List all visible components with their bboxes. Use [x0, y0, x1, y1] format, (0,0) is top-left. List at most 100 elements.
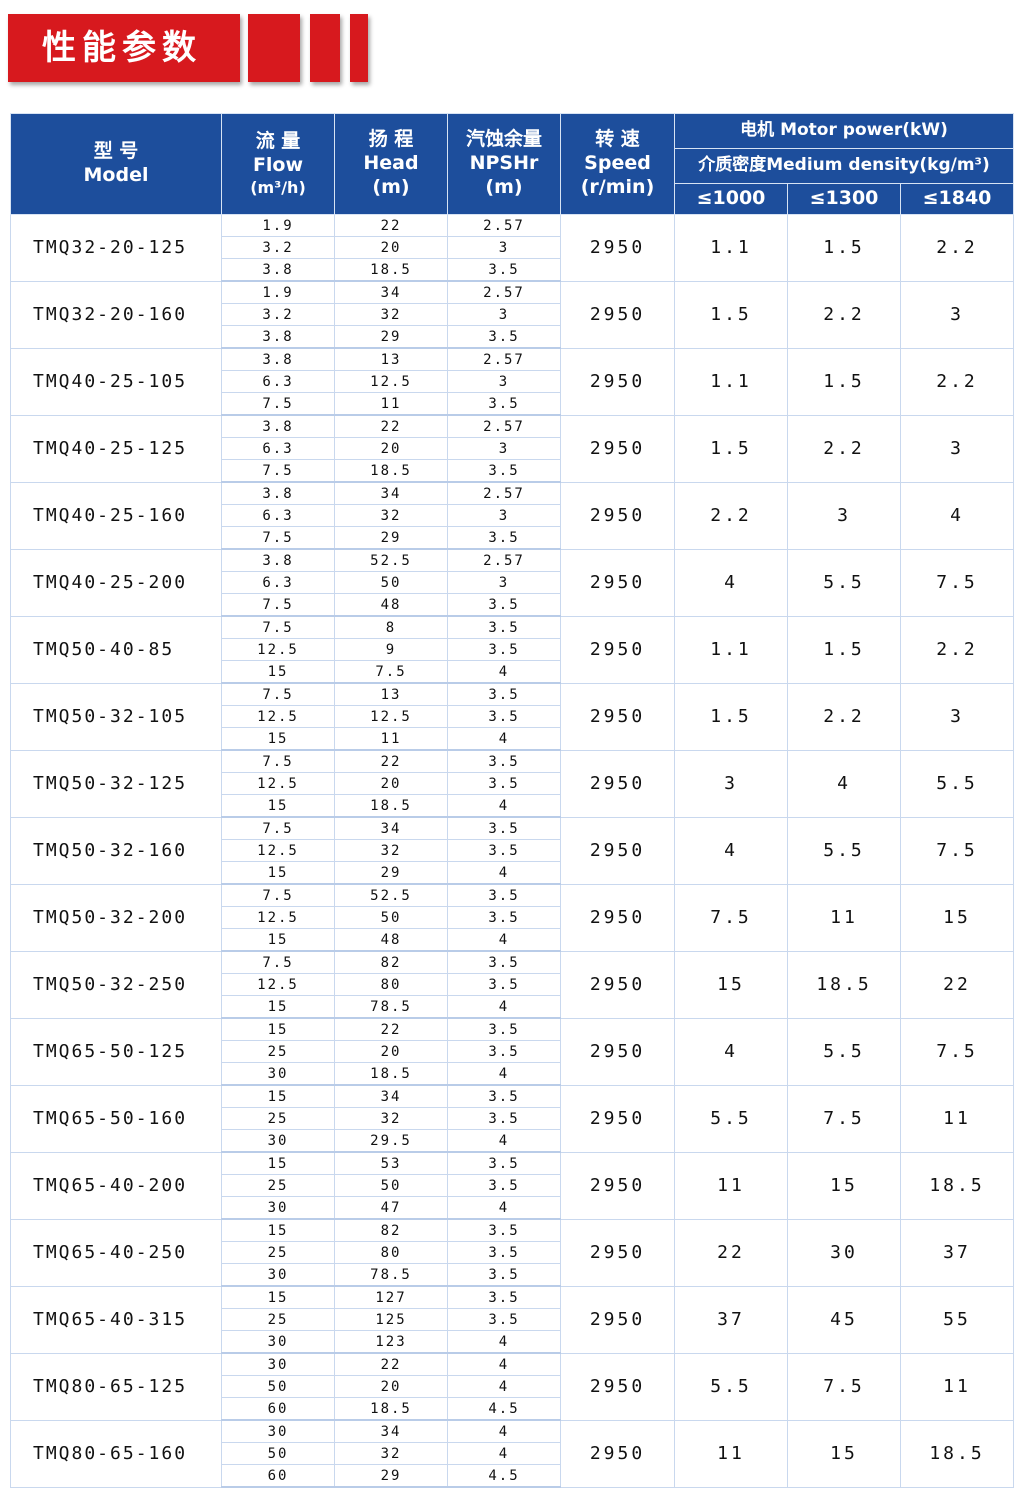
flow-cell: 12.5	[221, 906, 335, 929]
npsh-cell: 4	[447, 1330, 561, 1354]
head-cell: 123	[334, 1330, 448, 1354]
power-1000-cell: 2.2	[674, 481, 788, 550]
npsh-cell: 3.5	[447, 258, 561, 282]
header-npsh-unit: (m)	[485, 175, 523, 198]
head-cell: 22	[334, 1352, 448, 1376]
npsh-cell: 4	[447, 1196, 561, 1220]
flow-cell: 12.5	[221, 839, 335, 862]
flow-cell: 7.5	[221, 883, 335, 907]
flow-cell: 3.8	[221, 325, 335, 349]
table-row: TMQ65-40-315 15 127 3.5 2950 37 45 55	[10, 1285, 1014, 1354]
power-1300-cell: 5.5	[787, 816, 901, 885]
flow-cell: 3.8	[221, 481, 335, 505]
model-cell: TMQ50-32-250	[10, 950, 222, 1019]
npsh-cell: 3.5	[447, 459, 561, 483]
head-cell: 22	[334, 214, 448, 237]
npsh-cell: 4	[447, 861, 561, 885]
npsh-cell: 3.5	[447, 1107, 561, 1130]
table-row: 25 125 3.5	[11, 1308, 1014, 1331]
npsh-cell: 3	[447, 370, 561, 393]
npsh-cell: 3	[447, 303, 561, 326]
head-cell: 20	[334, 772, 448, 795]
header-head: 扬 程 Head (m)	[334, 113, 448, 215]
table-row: 25 20 3.5	[11, 1040, 1014, 1063]
head-cell: 80	[334, 1241, 448, 1264]
flow-cell: 7.5	[221, 593, 335, 617]
header-motor-power: 电机 Motor power(kW)	[674, 113, 1014, 149]
header-density-1000: ≤1000	[674, 183, 788, 215]
speed-cell: 2950	[560, 816, 675, 885]
power-1300-cell: 2.2	[787, 682, 901, 751]
table-row: TMQ32-20-160 1.9 34 2.57 2950 1.5 2.2 3	[10, 280, 1014, 349]
title-decor-block	[310, 14, 340, 82]
flow-cell: 15	[221, 1151, 335, 1175]
power-1000-cell: 1.5	[674, 682, 788, 751]
head-cell: 34	[334, 1419, 448, 1443]
table-row: TMQ50-32-160 7.5 34 3.5 2950 4 5.5 7.5	[10, 816, 1014, 885]
table-row: 3.2 32 3	[11, 303, 1014, 326]
header-npsh-cn: 汽蚀余量	[465, 128, 542, 151]
head-cell: 29	[334, 1464, 448, 1488]
flow-cell: 12.5	[221, 705, 335, 728]
flow-cell: 30	[221, 1419, 335, 1443]
table-body: TMQ32-20-125 1.9 22 2.57 2950 1.1 1.5 2.2 3.2 20 3…	[10, 214, 1014, 1488]
npsh-cell: 3.5	[447, 638, 561, 661]
npsh-cell: 4	[447, 727, 561, 751]
model-cell: TMQ65-40-315	[10, 1285, 222, 1354]
npsh-cell: 4	[447, 995, 561, 1019]
model-cell: TMQ80-65-160	[10, 1419, 222, 1488]
header-flow-en: Flow	[252, 154, 304, 176]
table-row: 50 32 4	[11, 1442, 1014, 1465]
table-row: TMQ50-32-125 7.5 22 3.5 2950 3 4 5.5	[10, 749, 1014, 818]
head-cell: 12.5	[334, 370, 448, 393]
table-row: 6.3 20 3	[11, 437, 1014, 460]
flow-cell: 3.8	[221, 548, 335, 572]
npsh-cell: 3.5	[447, 1151, 561, 1175]
speed-cell: 2950	[560, 1218, 675, 1287]
speed-cell: 2950	[560, 548, 675, 617]
npsh-cell: 4	[447, 1062, 561, 1086]
table-row: TMQ65-40-250 15 82 3.5 2950 22 30 37	[10, 1218, 1014, 1287]
power-1000-cell: 1.1	[674, 347, 788, 416]
table-row: 15 7.5 4	[11, 660, 1014, 684]
power-1300-cell: 18.5	[787, 950, 901, 1019]
table-row: 7.5 48 3.5	[11, 593, 1014, 617]
model-cell: TMQ40-25-200	[10, 548, 222, 617]
head-cell: 47	[334, 1196, 448, 1220]
flow-cell: 15	[221, 1084, 335, 1108]
speed-cell: 2950	[560, 682, 675, 751]
table-row: TMQ80-65-160 30 34 4 2950 11 15 18.5	[10, 1419, 1014, 1488]
npsh-cell: 2.57	[447, 214, 561, 237]
power-1300-cell: 5.5	[787, 1017, 901, 1086]
flow-cell: 30	[221, 1062, 335, 1086]
power-1840-cell: 7.5	[900, 1017, 1014, 1086]
header-density-1840: ≤1840	[900, 183, 1014, 215]
npsh-cell: 2.57	[447, 414, 561, 438]
head-cell: 29	[334, 325, 448, 349]
table-row: 25 50 3.5	[11, 1174, 1014, 1197]
head-cell: 80	[334, 973, 448, 996]
performance-table: 型 号 Model 流 量 Flow (m³/h) 扬 程 Head (m) 汽…	[10, 113, 1014, 1488]
head-cell: 11	[334, 392, 448, 416]
flow-cell: 12.5	[221, 772, 335, 795]
npsh-cell: 3.5	[447, 593, 561, 617]
head-cell: 34	[334, 280, 448, 304]
head-cell: 52.5	[334, 548, 448, 572]
power-1000-cell: 7.5	[674, 883, 788, 952]
power-1840-cell: 18.5	[900, 1151, 1014, 1220]
table-row: TMQ50-32-105 7.5 13 3.5 2950 1.5 2.2 3	[10, 682, 1014, 751]
power-1000-cell: 5.5	[674, 1352, 788, 1421]
speed-cell: 2950	[560, 749, 675, 818]
power-1300-cell: 3	[787, 481, 901, 550]
flow-cell: 12.5	[221, 638, 335, 661]
power-1300-cell: 1.5	[787, 347, 901, 416]
power-1840-cell: 3	[900, 280, 1014, 349]
flow-cell: 25	[221, 1241, 335, 1264]
header-density: 介质密度Medium density(kg/m³)	[674, 148, 1014, 184]
flow-cell: 7.5	[221, 816, 335, 840]
table-row: 12.5 32 3.5	[11, 839, 1014, 862]
power-1840-cell: 5.5	[900, 749, 1014, 818]
speed-cell: 2950	[560, 1285, 675, 1354]
head-cell: 29	[334, 861, 448, 885]
table-row: 6.3 32 3	[11, 504, 1014, 527]
